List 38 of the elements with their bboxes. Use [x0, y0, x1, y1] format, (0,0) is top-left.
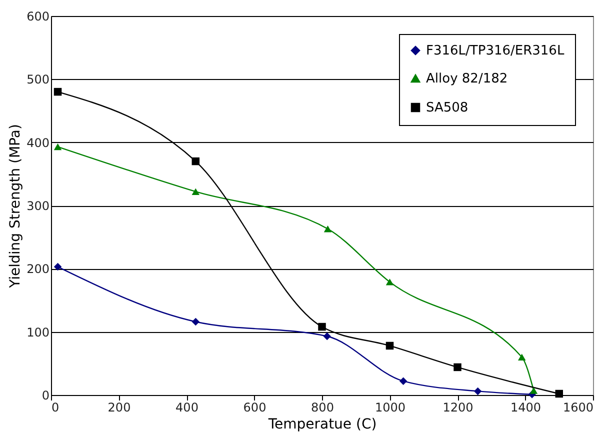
y-tick-label: 0 [42, 388, 50, 402]
point [386, 342, 394, 350]
point [54, 262, 62, 271]
point [454, 363, 462, 372]
x-tick-label: 800 [311, 400, 334, 414]
y-axis-title: Yielding Strength (MPa) [8, 124, 24, 289]
point [318, 322, 326, 331]
y-tick-label: 400 [26, 136, 50, 150]
point [386, 278, 394, 286]
point [323, 332, 331, 340]
point [474, 387, 482, 396]
y-tick-label: 200 [26, 262, 50, 276]
y-tick-label: 300 [26, 199, 50, 213]
legend-label: SA508 [426, 100, 468, 116]
x-axis-title: Temperatue (C) [267, 416, 377, 432]
x-tick-label: 200 [108, 400, 131, 414]
y-tick-label: 100 [26, 325, 50, 340]
point [530, 387, 538, 394]
point [54, 88, 62, 96]
x-tick-label: 400 [176, 400, 198, 414]
x-tick-label: 1400 [510, 400, 542, 414]
x-tick-label: 1600 [562, 400, 594, 414]
y-tick-label: 600 [26, 10, 50, 24]
point [192, 157, 200, 166]
x-tick-label: 600 [243, 400, 266, 414]
y-tick-label: 500 [26, 72, 50, 87]
x-tick-label: 0 [52, 400, 60, 414]
legend-label: Alloy 82/182 [426, 72, 508, 86]
point [54, 143, 62, 150]
point [192, 188, 200, 195]
point [518, 354, 526, 360]
point [399, 377, 408, 385]
x-tick-label: 1200 [442, 400, 474, 414]
point [192, 318, 200, 326]
point [324, 226, 332, 232]
point [555, 390, 563, 398]
legend-label: F316L/TP316/ER316L [426, 44, 565, 58]
x-tick-label: 1000 [374, 400, 406, 414]
